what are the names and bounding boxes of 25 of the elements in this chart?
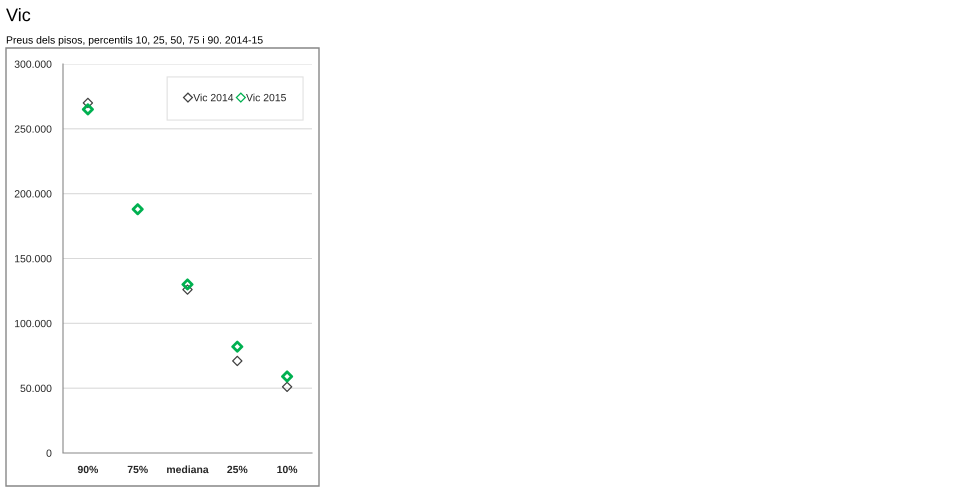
point — [281, 370, 294, 382]
point — [232, 356, 243, 366]
point — [182, 278, 194, 290]
y-tick-label: 200.000 — [14, 190, 52, 198]
point — [82, 98, 94, 108]
point — [132, 203, 144, 216]
point — [231, 340, 244, 353]
x-tick-label: 90% — [78, 466, 98, 474]
y-tick-label: 150.000 — [15, 255, 52, 262]
x-tick-label: 10% — [277, 466, 298, 474]
x-tick-label: 25% — [227, 466, 248, 474]
y-tick-label: 250.000 — [14, 125, 52, 133]
point — [182, 284, 193, 295]
y-tick-label: 100.000 — [15, 320, 52, 328]
chart-title: Vic — [6, 8, 30, 22]
point — [82, 103, 94, 116]
legend-label: Vic 2014 — [193, 94, 234, 102]
point — [282, 382, 292, 392]
y-tick-label: 300.000 — [14, 60, 52, 68]
x-tick-label: 75% — [128, 466, 148, 474]
chart-subtitle: Preus dels pisos, percentils 10, 25, 50, 75 i 90. 2014-15 — [6, 36, 263, 46]
y-tick-label: 50.000 — [20, 384, 52, 392]
legend-label: Vic 2015 — [246, 94, 286, 102]
y-tick-label: 0 — [46, 450, 52, 457]
x-tick-label: mediana — [167, 466, 209, 474]
